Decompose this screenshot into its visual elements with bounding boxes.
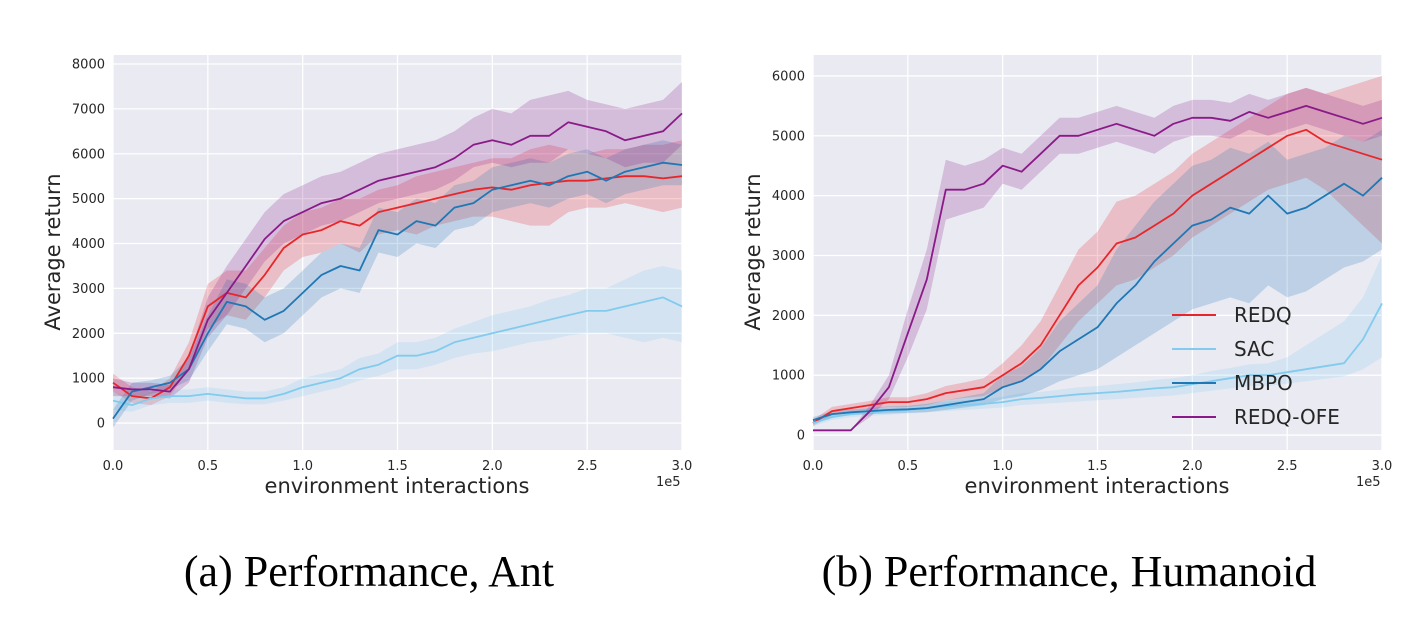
- y-tick-label: 0: [97, 417, 105, 432]
- legend-label-redq: REDQ: [1234, 303, 1292, 327]
- y-tick-label: 2000: [772, 309, 805, 324]
- line-redq: [812, 128, 1383, 424]
- line-mbpo: [812, 177, 1383, 421]
- y-tick-labels: 0 1000 2000 3000 4000 5000 6000: [772, 69, 805, 443]
- x-tick-label: 1.5: [387, 459, 408, 474]
- band-redq-ofe: [113, 81, 682, 399]
- line-sac: [112, 296, 683, 407]
- x-tick-labels: 0.0 0.5 1.0 1.5 2.0 2.5 3.0: [803, 459, 1393, 474]
- y-axis-label: Average return: [741, 173, 765, 330]
- x-tick-label: 1.0: [992, 459, 1013, 474]
- x-tick-label: 2.5: [1277, 459, 1298, 474]
- band-sac: [113, 266, 682, 412]
- x-offset-label: 1e5: [656, 475, 681, 490]
- caption-ant: (a) Performance, Ant: [184, 547, 554, 596]
- y-tick-label: 5000: [772, 129, 805, 144]
- line-redq-ofe: [813, 105, 1383, 432]
- y-tick-label: 1000: [72, 372, 105, 387]
- x-tick-label: 3.0: [1372, 459, 1393, 474]
- band-redq: [113, 140, 682, 406]
- y-tick-labels: 0 1000 2000 3000 4000 5000 6000 7000 8000: [72, 57, 105, 431]
- chart-humanoid: 0.0 0.5 1.0 1.5 2.0 2.5 3.0 0 1000 2000 3000 4000 5…: [741, 55, 1392, 596]
- x-tick-label: 0.5: [197, 459, 218, 474]
- legend-label-redq-ofe: REDQ-OFE: [1234, 405, 1340, 429]
- x-tick-label: 2.0: [1182, 459, 1203, 474]
- confidence-bands: [113, 81, 682, 428]
- series-lines: [812, 105, 1383, 432]
- x-tick-label: 0.0: [803, 459, 824, 474]
- legend-label-sac: SAC: [1234, 337, 1274, 361]
- band-mbpo: [813, 129, 1382, 424]
- x-tick-label: 3.0: [672, 459, 693, 474]
- x-tick-label: 2.5: [577, 459, 598, 474]
- y-tick-label: 4000: [772, 189, 805, 204]
- line-redq: [112, 175, 683, 400]
- y-tick-label: 3000: [72, 282, 105, 297]
- grid: [112, 55, 683, 450]
- chart-ant: 0.0 0.5 1.0 1.5 2.0 2.5 3.0 0 1000 2000 3000 4000 5…: [41, 55, 692, 596]
- y-tick-label: 7000: [72, 102, 105, 117]
- confidence-bands: [813, 75, 1382, 431]
- x-tick-label: 0.0: [103, 459, 124, 474]
- x-tick-label: 1.5: [1087, 459, 1108, 474]
- x-tick-label: 1.0: [292, 459, 313, 474]
- y-tick-label: 8000: [72, 57, 105, 72]
- y-tick-label: 5000: [72, 192, 105, 207]
- x-offset-label: 1e5: [1356, 475, 1381, 490]
- y-axis-label: Average return: [41, 173, 65, 330]
- x-tick-labels: 0.0 0.5 1.0 1.5 2.0 2.5 3.0: [103, 459, 693, 474]
- y-tick-label: 0: [797, 429, 805, 444]
- y-tick-label: 2000: [72, 327, 105, 342]
- y-tick-label: 4000: [72, 237, 105, 252]
- x-axis-label: environment interactions: [965, 474, 1230, 498]
- y-tick-label: 6000: [772, 69, 805, 84]
- y-tick-label: 1000: [772, 369, 805, 384]
- band-redq-ofe: [813, 87, 1382, 431]
- band-sac: [813, 255, 1382, 427]
- caption-humanoid: (b) Performance, Humanoid: [822, 547, 1317, 596]
- x-tick-label: 0.5: [897, 459, 918, 474]
- line-mbpo: [112, 161, 683, 420]
- series-lines: [112, 112, 683, 420]
- y-tick-label: 3000: [772, 249, 805, 264]
- x-tick-label: 2.0: [482, 459, 503, 474]
- x-axis-label: environment interactions: [265, 474, 530, 498]
- legend: REDQ SAC MBPO REDQ-OFE: [1172, 303, 1340, 429]
- line-redq-ofe: [112, 112, 683, 393]
- legend-label-mbpo: MBPO: [1234, 371, 1293, 395]
- band-mbpo: [113, 140, 682, 428]
- band-redq: [813, 75, 1382, 427]
- y-tick-label: 6000: [72, 147, 105, 162]
